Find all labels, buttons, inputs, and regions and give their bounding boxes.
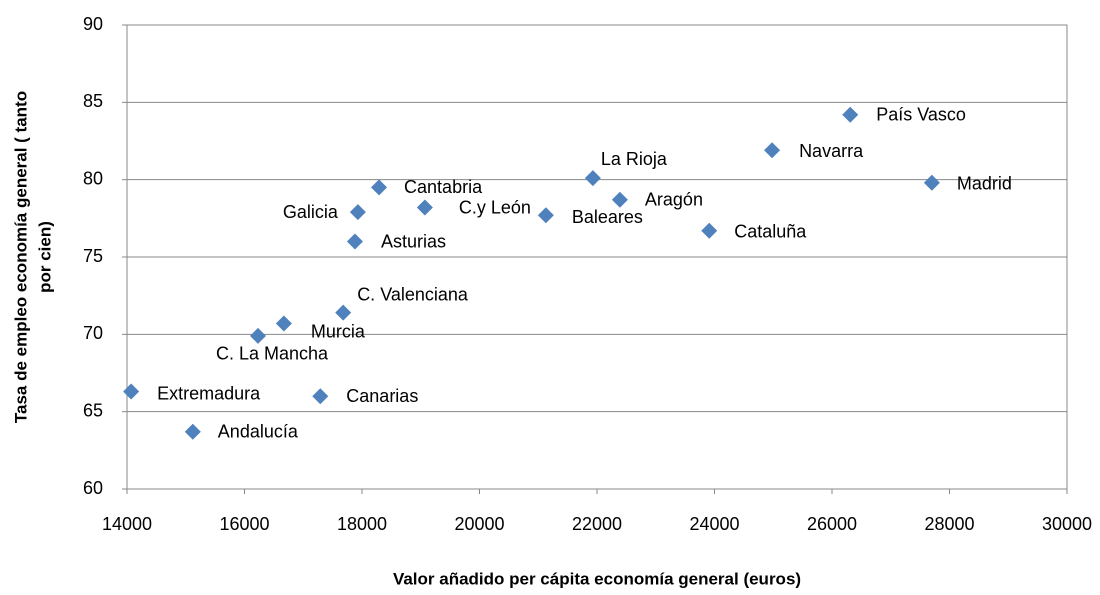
x-tick-label: 24000	[689, 514, 739, 534]
point	[416, 199, 433, 216]
point-label: C. La Mancha	[216, 344, 329, 364]
point-label: Aragón	[645, 190, 703, 210]
point	[371, 179, 388, 196]
point	[346, 233, 363, 250]
y-tick-label: 85	[83, 91, 103, 111]
point	[842, 106, 859, 123]
y-axis-label: por cien)	[35, 221, 54, 293]
point	[250, 327, 267, 344]
point	[349, 204, 366, 221]
x-tick-label: 30000	[1042, 514, 1092, 534]
point-label: Cantabria	[404, 177, 483, 197]
point-label: País Vasco	[876, 104, 966, 124]
x-axis-label: Valor añadido per cápita economía genera…	[393, 569, 801, 588]
point	[184, 423, 201, 440]
point	[923, 174, 940, 191]
x-tick-label: 18000	[337, 514, 387, 534]
point-label: La Rioja	[601, 149, 668, 169]
point	[701, 222, 718, 239]
point-label: Baleares	[572, 207, 643, 227]
point-label: Madrid	[957, 174, 1012, 194]
point-label: C. Valenciana	[357, 284, 469, 304]
point-label: Andalucía	[218, 422, 299, 442]
point	[611, 191, 628, 208]
x-tick-label: 16000	[219, 514, 269, 534]
point-label: Canarias	[346, 386, 418, 406]
point	[275, 315, 292, 332]
x-tick-label: 26000	[807, 514, 857, 534]
x-tick-label: 20000	[454, 514, 504, 534]
point-label: Extremadura	[157, 383, 261, 403]
point	[312, 388, 329, 405]
point-label: Navarra	[799, 141, 864, 161]
point-label: Murcia	[311, 321, 366, 341]
point-label: C.y León	[459, 197, 531, 217]
x-tick-label: 28000	[924, 514, 974, 534]
y-tick-label: 80	[83, 168, 103, 188]
y-tick-label: 70	[83, 323, 103, 343]
y-tick-label: 65	[83, 400, 103, 420]
point-label: Cataluña	[734, 221, 807, 241]
y-tick-label: 90	[83, 14, 103, 34]
point	[335, 304, 352, 321]
point	[537, 207, 554, 224]
point-label: Asturias	[381, 231, 446, 251]
x-tick-label: 22000	[572, 514, 622, 534]
point	[584, 170, 601, 187]
point-label: Galicia	[283, 202, 339, 222]
point	[764, 142, 781, 159]
y-axis-label: Tasa de empleo economía general ( tanto	[11, 91, 30, 423]
y-tick-label: 75	[83, 246, 103, 266]
y-tick-label: 60	[83, 478, 103, 498]
x-tick-label: 14000	[102, 514, 152, 534]
point	[123, 383, 140, 400]
